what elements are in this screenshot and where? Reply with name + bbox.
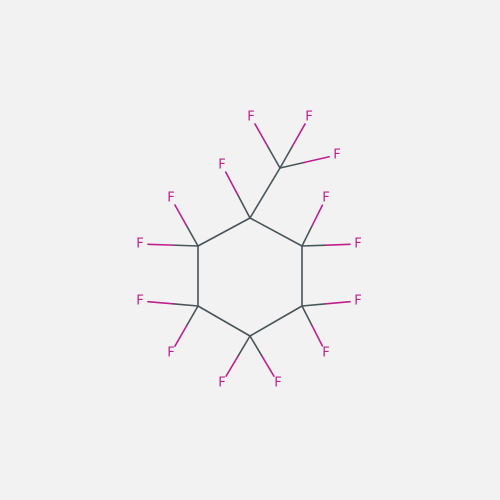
bond-c3-f8-fluorine-half [311,325,324,347]
bond-c6-f14-carbon-half [185,224,199,247]
atom-labels-layer: F F F F F F F F F F F F F F [136,110,361,391]
atom-label-f13: F [136,237,143,252]
bond-c6-c1 [197,217,251,247]
bond-c6-f13-carbon-half [172,244,199,247]
bond-c1-c2 [249,217,303,247]
bond-c6-f14-fluorine-half [174,204,188,227]
bond-c7-f3-fluorine-half [303,155,331,164]
atom-label-f10: F [218,376,225,391]
bond-c4-f9-fluorine-half [261,355,275,377]
atom-label-f3: F [333,148,340,163]
bond-c7-f2-fluorine-half [291,123,306,147]
atom-label-f1: F [247,110,254,125]
bond-c2-f5-carbon-half [301,224,314,247]
bond-c1-c7 [249,167,281,219]
bond-c4-f10-fluorine-half [225,355,239,377]
bond-c7-f1-fluorine-half [254,123,269,147]
atom-label-f5: F [322,191,329,206]
bond-c4-c5 [197,305,251,337]
bond-c5-f12-fluorine-half [147,300,174,305]
atom-label-f8: F [322,346,329,361]
bond-c1-f4-carbon-half [237,194,251,219]
bond-c7-f3-carbon-half [279,161,306,169]
bond-c4-f10-carbon-half [237,335,251,357]
bond-c4-f9-carbon-half [249,335,263,357]
bond-c5-f11-fluorine-half [174,325,188,347]
atom-label-f2: F [305,110,312,125]
bond-c6-f13-fluorine-half [147,243,174,246]
bond-c5-f12-carbon-half [172,303,199,307]
bonds-layer [147,123,351,377]
atom-label-f11: F [167,346,174,361]
atom-label-f4: F [218,158,225,173]
atom-label-f9: F [274,376,281,391]
bond-c3-f7-fluorine-half [325,300,351,305]
bond-c2-f5-fluorine-half [311,204,324,227]
atom-label-f12: F [136,294,143,309]
atom-label-f14: F [167,191,174,206]
atom-label-f6: F [354,237,361,252]
atom-label-f7: F [354,294,361,309]
bond-c2-f6-fluorine-half [325,243,351,246]
bond-c7-f2-carbon-half [279,145,294,169]
bond-c5-f11-carbon-half [185,305,199,327]
bond-c7-f1-carbon-half [266,145,281,169]
bond-c3-c4 [249,305,303,337]
bond-c2-f6-carbon-half [301,244,327,247]
bond-c3-f8-carbon-half [301,305,313,327]
bond-c1-f4-fluorine-half [224,171,239,196]
bond-c3-f7-carbon-half [301,303,327,307]
